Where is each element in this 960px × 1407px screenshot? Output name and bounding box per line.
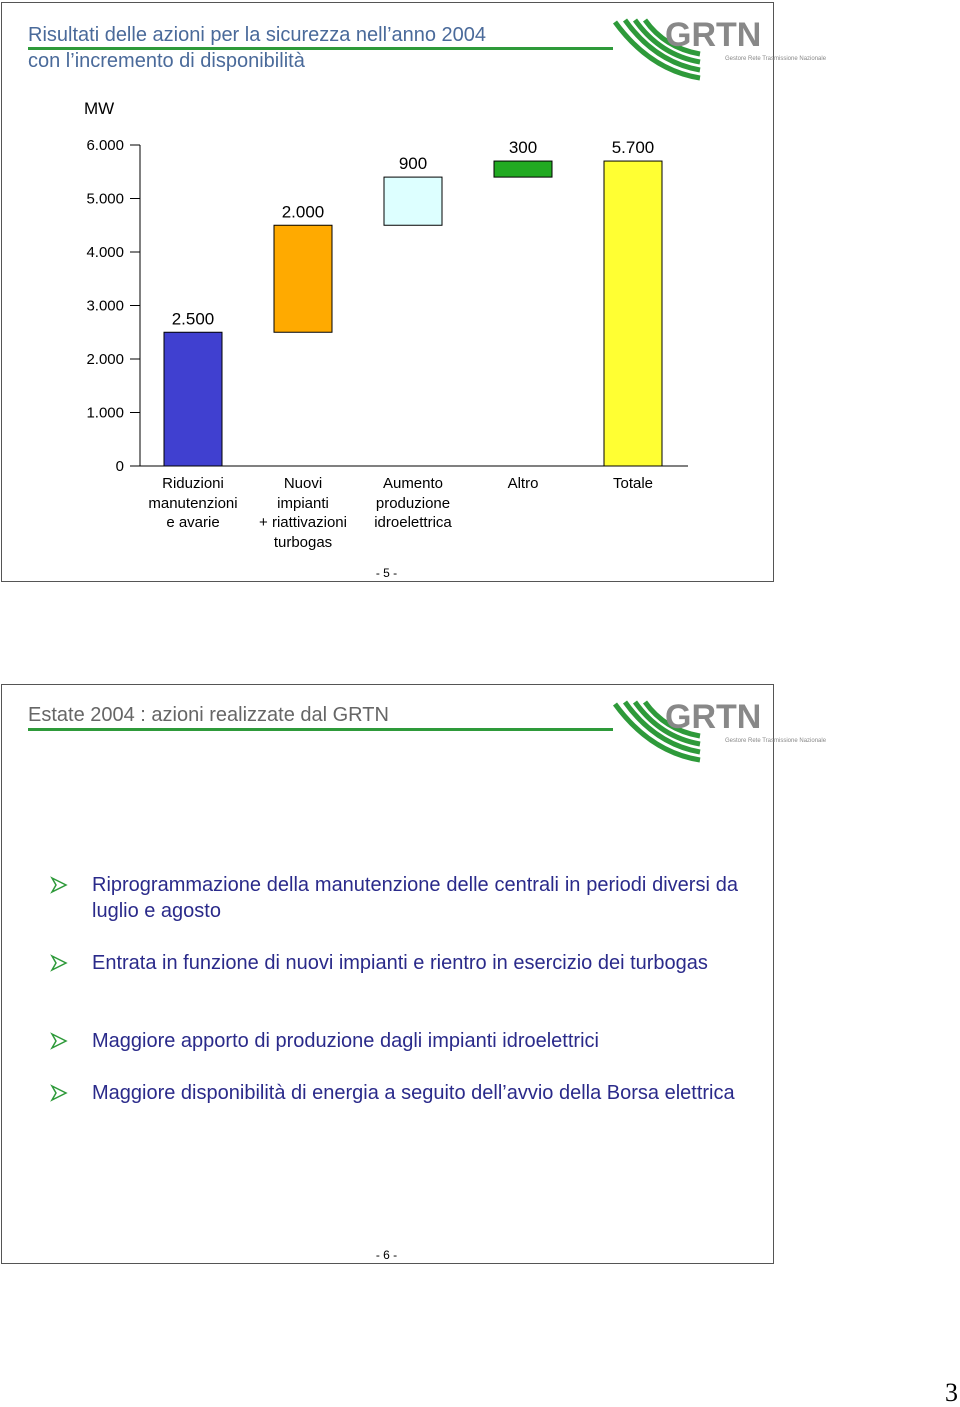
page-number: 3: [945, 1378, 958, 1407]
bullet-text: Maggiore disponibilità di energia a segu…: [92, 1082, 735, 1104]
bullet-icon: [50, 954, 68, 972]
y-tick-label: 3.000: [86, 298, 124, 315]
value-label: 2.000: [282, 202, 325, 221]
y-tick-label: 6.000: [86, 137, 124, 154]
logo-subtext: Gestore Rete Trasmissione Nazionale: [725, 738, 827, 744]
title-line: con l’incremento di disponibilità: [28, 50, 305, 72]
slide-title: Estate 2004 : azioni realizzate dal GRTN: [28, 702, 389, 728]
logo-text: GRTN: [665, 16, 761, 54]
logo: GRTN Gestore Rete Trasmissione Nazionale: [612, 16, 827, 81]
y-tick-label: 5.000: [86, 191, 124, 208]
x-tick-label: Aumento produzione idroelettrica: [374, 475, 452, 531]
x-tick-label: Totale: [612, 475, 654, 492]
value-label: 2.500: [172, 309, 215, 328]
logo-subtext: Gestore Rete Trasmissione Nazionale: [725, 56, 827, 62]
bar: [493, 160, 553, 178]
bullet-text: Entrata in funzione di nuovi impianti e …: [92, 952, 708, 974]
page-label: - 5 -: [375, 566, 398, 580]
x-tick-label: Riduzioni manutenzioni e avarie: [148, 475, 238, 531]
y-axis-label: MW: [84, 99, 114, 118]
bullet-text: Maggiore apporto di produzione dagli imp…: [92, 1030, 599, 1052]
title-line: Risultati delle azioni per la sicurezza …: [28, 24, 487, 46]
y-tick-label: 4.000: [86, 244, 124, 261]
title-rule: [28, 728, 613, 731]
bullet-text: Riprogrammazione della manutenzione dell…: [92, 874, 738, 922]
logo: GRTN Gestore Rete Trasmissione Nazionale: [612, 698, 827, 763]
y-tick-label: 1.000: [86, 405, 124, 422]
bar: [603, 160, 663, 467]
logo-text: GRTN: [665, 698, 761, 736]
bar: [273, 224, 333, 333]
page-label: - 6 -: [375, 1248, 398, 1262]
bullet-icon: [50, 876, 68, 894]
bar: [163, 331, 223, 467]
x-tick-label: Nuovi impianti + riattivazioni turbogas: [259, 475, 347, 551]
title-line: Estate 2004 : azioni realizzate dal GRTN: [28, 704, 389, 726]
bullet-icon: [50, 1032, 68, 1050]
slide-1: [1, 2, 774, 582]
y-tick-label: 0: [116, 458, 124, 475]
value-label: 900: [399, 154, 427, 173]
bullet-icon: [50, 1084, 68, 1102]
value-label: 300: [509, 138, 537, 157]
y-tick-label: 2.000: [86, 351, 124, 368]
slide-title: Risultati delle azioni per la sicurezza …: [28, 22, 486, 74]
slide-2: [1, 684, 774, 1264]
title-rule: [28, 47, 613, 50]
bar: [383, 176, 443, 226]
value-label: 5.700: [612, 138, 655, 157]
x-tick-label: Altro: [507, 475, 539, 492]
